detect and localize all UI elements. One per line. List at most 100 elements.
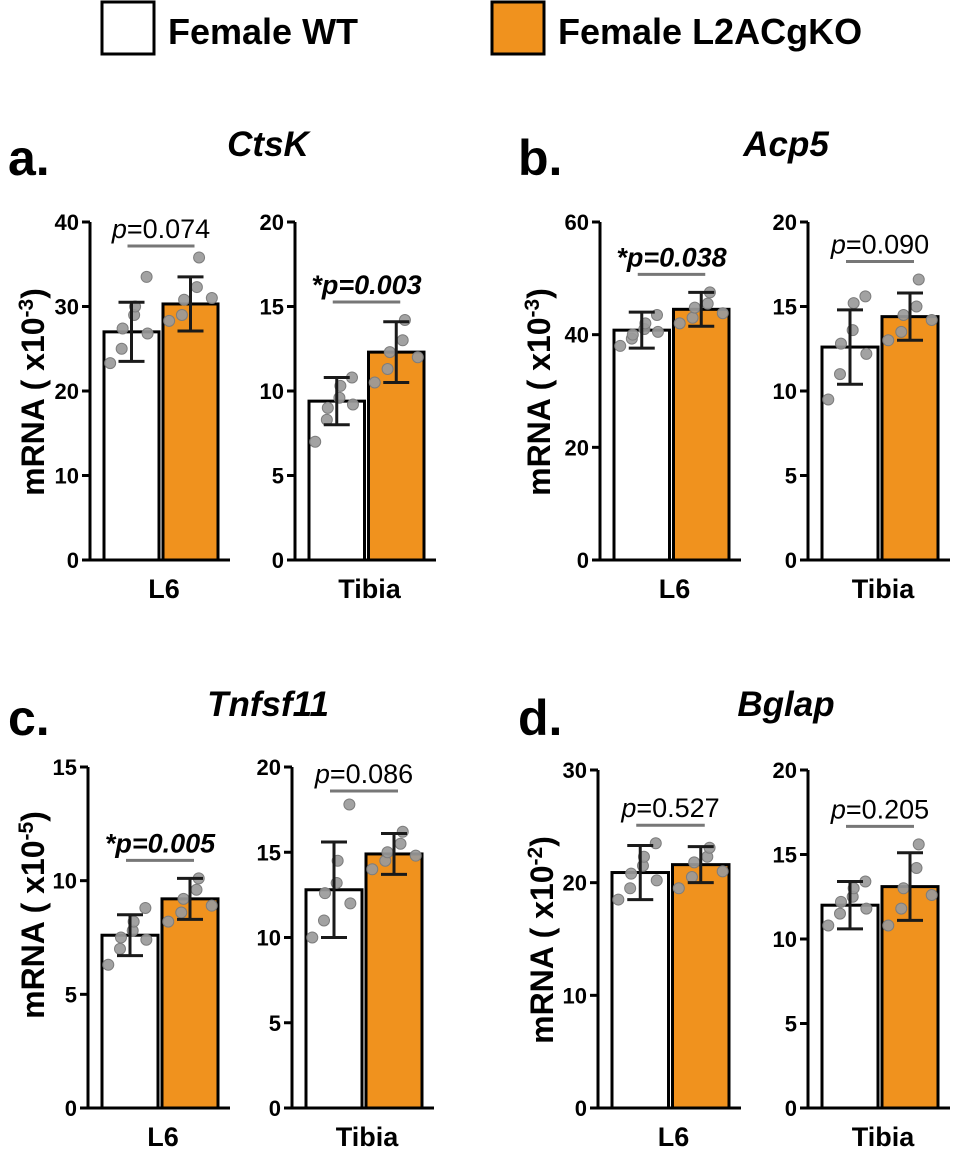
data-point — [847, 297, 860, 310]
data-point — [624, 882, 637, 895]
p-value-number: =0.005 — [132, 828, 216, 858]
data-point — [344, 897, 357, 910]
x-axis-label: L6 — [659, 574, 691, 604]
data-point — [833, 907, 846, 920]
p-value-label: p=0.074 — [111, 214, 210, 244]
y-tick-label: 20 — [773, 758, 797, 783]
data-point — [190, 883, 203, 896]
y-tick-label: 20 — [773, 210, 797, 235]
subplot-tibia: 0 5 10 15 20 *p=0.003 Tibia — [260, 210, 436, 604]
y-tick-label: 5 — [785, 1012, 797, 1037]
y-axis-label-exponent: -3 — [15, 299, 38, 318]
data-point — [190, 281, 203, 294]
x-axis-label: Tibia — [852, 1122, 916, 1152]
bar-wt — [610, 871, 670, 1110]
data-point — [897, 882, 910, 895]
legend-swatch-wt — [100, 0, 156, 56]
p-value-label: *p=0.038 — [616, 242, 726, 272]
p-value-label: *p=0.003 — [311, 270, 421, 300]
y-tick-label: 10 — [260, 379, 284, 404]
data-point — [912, 838, 925, 851]
y-tick-label: 20 — [565, 435, 589, 460]
data-point — [114, 931, 127, 944]
data-point — [139, 901, 152, 914]
data-point — [822, 393, 835, 406]
p-value-symbol: p — [830, 229, 846, 259]
data-point — [141, 327, 154, 340]
data-point — [115, 342, 128, 355]
data-point — [910, 300, 923, 313]
p-value-label: p=0.090 — [830, 229, 929, 259]
data-point — [368, 376, 381, 389]
y-tick-label: 15 — [773, 843, 797, 868]
p-value-symbol: p — [620, 793, 636, 823]
data-point — [383, 346, 396, 359]
data-point — [394, 837, 407, 850]
data-point — [686, 311, 699, 324]
y-axis-label-exponent: -2 — [524, 847, 547, 866]
data-point — [205, 899, 218, 912]
data-point — [317, 914, 330, 927]
data-point — [685, 871, 698, 884]
p-value-number: =0.086 — [330, 759, 413, 789]
data-point — [672, 882, 685, 895]
p-value-number: =0.074 — [127, 214, 210, 244]
data-point — [116, 322, 129, 335]
subplot-l6: 0 20 40 60 *p=0.038 L6 — [565, 210, 741, 604]
y-axis-label: mRNA ( x10-2) — [524, 836, 561, 1044]
data-point — [409, 849, 422, 862]
y-tick-label: 0 — [65, 1096, 77, 1121]
y-tick-label: 20 — [563, 871, 587, 896]
x-axis-label: L6 — [658, 1122, 690, 1152]
bar-ko — [364, 852, 424, 1110]
bar-wt — [820, 903, 880, 1110]
data-point — [860, 347, 873, 360]
y-tick-label: 20 — [55, 379, 79, 404]
p-value-symbol: p — [830, 794, 846, 824]
y-tick-label: 0 — [785, 548, 797, 573]
p-value-number: =0.003 — [338, 270, 421, 300]
bar-wt — [100, 933, 160, 1110]
p-value-symbol: p — [626, 242, 644, 272]
subplot-l6: 0 5 10 15 *p=0.005 L6 — [53, 755, 230, 1152]
y-axis-label-text: mRNA ( x10 — [521, 317, 557, 495]
p-value-label: p=0.086 — [314, 759, 413, 789]
data-point — [318, 887, 331, 900]
y-tick-label: 0 — [577, 548, 589, 573]
data-point — [625, 867, 638, 880]
panel-letter: c. — [8, 690, 50, 746]
subplot-tibia: 0 5 10 15 20 p=0.090 Tibia — [773, 210, 950, 604]
legend-label-ko: Female L2ACgKO — [558, 11, 862, 52]
gene-title: CtsK — [227, 125, 311, 164]
y-axis-label: mRNA ( x10-3) — [521, 288, 558, 496]
data-point — [688, 301, 701, 314]
panel-letter: a. — [8, 130, 50, 186]
y-tick-label: 10 — [563, 983, 587, 1008]
subplot-tibia: 0 5 10 15 20 p=0.205 Tibia — [773, 758, 950, 1152]
data-point — [912, 273, 925, 286]
x-axis-label: L6 — [147, 1122, 179, 1152]
y-tick-label: 5 — [785, 464, 797, 489]
y-tick-label: 5 — [65, 982, 77, 1007]
y-tick-label: 0 — [269, 1096, 281, 1121]
p-value-label: p=0.205 — [830, 794, 929, 824]
data-point — [910, 862, 923, 875]
data-point — [411, 351, 424, 364]
data-point — [897, 308, 910, 321]
bar-ko — [161, 302, 220, 562]
p-value-symbol: p — [111, 214, 127, 244]
data-point — [614, 339, 627, 352]
bar-ko — [671, 863, 731, 1110]
data-point — [925, 314, 938, 327]
data-point — [321, 401, 334, 414]
data-point — [113, 942, 126, 955]
p-value-label: *p=0.005 — [105, 828, 216, 858]
panel-letter: b. — [518, 130, 562, 186]
x-axis-label: L6 — [148, 574, 180, 604]
y-tick-label: 10 — [53, 869, 77, 894]
data-point — [104, 357, 117, 370]
